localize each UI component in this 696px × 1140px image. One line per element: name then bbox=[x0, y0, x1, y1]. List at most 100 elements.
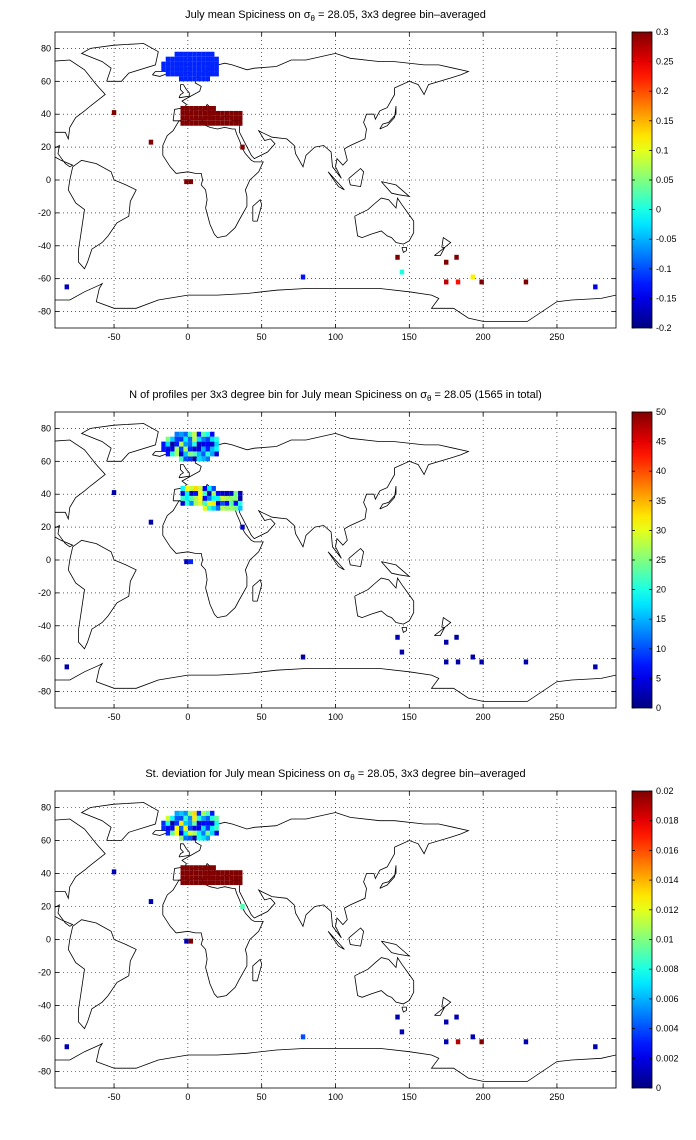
colorbar-tick-label: 0.02 bbox=[656, 786, 674, 796]
bin-cell-nordic-seas bbox=[161, 446, 166, 452]
y-tick-label: 20 bbox=[41, 142, 51, 152]
coastline bbox=[67, 539, 137, 650]
bin-cell-mediterranean bbox=[207, 880, 212, 886]
bin-cell-nordic-seas bbox=[196, 810, 202, 816]
x-tick-label: 100 bbox=[328, 332, 343, 342]
bin-cell bbox=[444, 659, 449, 665]
bin-cell-mediterranean bbox=[233, 110, 239, 116]
bin-cell-nordic-seas bbox=[210, 825, 215, 831]
bin-cell-nordic-seas bbox=[183, 451, 188, 457]
bin-cell-mediterranean bbox=[184, 865, 190, 871]
coastline bbox=[348, 547, 365, 568]
y-tick-label: -60 bbox=[38, 1034, 51, 1044]
bin-cell-mediterranean bbox=[198, 865, 203, 871]
bin-cell-mediterranean bbox=[220, 110, 225, 116]
bin-cell-mediterranean bbox=[229, 110, 234, 116]
bin-cell-mediterranean bbox=[193, 865, 199, 871]
bin-cell bbox=[470, 1034, 476, 1040]
bin-cell bbox=[395, 1014, 400, 1020]
bin-cell-nordic-seas bbox=[210, 815, 215, 821]
title-symbol: σ bbox=[304, 9, 311, 21]
bin-cell-nordic-seas bbox=[179, 456, 184, 462]
bin-cell-nordic-seas bbox=[165, 820, 171, 826]
coastline bbox=[55, 282, 616, 322]
bin-cell bbox=[188, 938, 194, 944]
bin-cell-nordic-seas bbox=[187, 446, 193, 452]
bin-cell-mediterranean bbox=[224, 115, 230, 121]
bin-cell-nordic-seas bbox=[205, 66, 211, 72]
colorbar-tick-label: -0.2 bbox=[656, 323, 672, 333]
bin-cell-nordic-seas bbox=[179, 835, 184, 841]
bin-cell bbox=[593, 1044, 598, 1050]
bin-cell-nordic-seas bbox=[192, 830, 197, 836]
bin-cell-mediterranean bbox=[233, 505, 239, 511]
bin-cell-nordic-seas bbox=[174, 431, 180, 437]
bin-cell-nordic-seas bbox=[201, 61, 206, 67]
y-tick-label: -40 bbox=[38, 1001, 51, 1011]
bin-cell-mediterranean bbox=[215, 490, 221, 496]
bin-cell-mediterranean bbox=[202, 120, 208, 126]
bin-cell bbox=[455, 279, 461, 285]
bin-cell-mediterranean bbox=[233, 490, 239, 496]
bin-cell bbox=[454, 1014, 459, 1020]
bin-cell-mediterranean bbox=[229, 880, 234, 886]
colorbar-tick-label: 25 bbox=[656, 555, 666, 565]
bin-cell-mediterranean bbox=[184, 495, 190, 501]
bin-cell-nordic-seas bbox=[201, 71, 206, 77]
bin-cell-mediterranean bbox=[238, 115, 243, 121]
bin-cell-mediterranean bbox=[198, 875, 203, 881]
bin-cell-mediterranean bbox=[189, 870, 194, 876]
bin-cell-nordic-seas bbox=[183, 56, 188, 62]
bin-cell-nordic-seas bbox=[187, 76, 193, 82]
bin-cell-mediterranean bbox=[211, 495, 216, 501]
bin-cell-nordic-seas bbox=[165, 451, 171, 457]
y-tick-label: 0 bbox=[46, 555, 51, 565]
y-tick-label: -20 bbox=[38, 208, 51, 218]
bin-cell bbox=[300, 1034, 306, 1040]
bin-cell-nordic-seas bbox=[170, 820, 175, 826]
y-tick-label: 80 bbox=[41, 423, 51, 433]
bin-cell-mediterranean bbox=[224, 110, 230, 116]
bin-cell bbox=[148, 139, 154, 145]
chart-title: N of profiles per 3x3 degree bin for Jul… bbox=[129, 389, 542, 403]
bin-cell bbox=[593, 284, 598, 290]
y-tick-label: 80 bbox=[41, 803, 51, 813]
bin-cell-mediterranean bbox=[224, 870, 230, 876]
bin-cell-mediterranean bbox=[180, 865, 185, 871]
bin-cell-nordic-seas bbox=[201, 431, 206, 437]
bin-cell-nordic-seas bbox=[210, 431, 215, 437]
bin-cell-mediterranean bbox=[211, 870, 216, 876]
coastline bbox=[80, 423, 159, 462]
bin-cell-nordic-seas bbox=[196, 51, 202, 57]
bin-cell-mediterranean bbox=[202, 110, 208, 116]
bin-cell-nordic-seas bbox=[183, 436, 188, 442]
y-tick-label: 0 bbox=[46, 935, 51, 945]
coastline bbox=[401, 247, 407, 253]
bin-cell-mediterranean bbox=[193, 486, 199, 491]
bin-cell-nordic-seas bbox=[183, 815, 188, 821]
bin-cell-mediterranean bbox=[202, 495, 208, 501]
coastline bbox=[401, 1006, 407, 1013]
bin-cell bbox=[479, 279, 484, 285]
bin-cell-nordic-seas bbox=[179, 56, 184, 62]
bin-cell bbox=[479, 1039, 484, 1045]
coastline bbox=[401, 627, 407, 633]
bin-cell-mediterranean bbox=[180, 875, 185, 881]
bin-cell-nordic-seas bbox=[201, 446, 206, 452]
bin-cell-mediterranean bbox=[202, 500, 208, 506]
bin-cell-nordic-seas bbox=[170, 446, 175, 452]
bin-cell bbox=[240, 904, 245, 909]
bin-cell-nordic-seas bbox=[210, 830, 215, 836]
bin-cell-nordic-seas bbox=[165, 71, 171, 77]
bin-cell-mediterranean bbox=[202, 490, 208, 496]
bin-cell bbox=[188, 559, 194, 565]
title-text: July mean Spiciness on bbox=[185, 9, 304, 21]
bin-cell-mediterranean bbox=[207, 490, 212, 496]
chart-title: St. deviation for July mean Spiciness on… bbox=[145, 768, 525, 782]
bin-cell-mediterranean bbox=[211, 500, 216, 506]
bin-cell-nordic-seas bbox=[179, 431, 184, 437]
bin-cell-mediterranean bbox=[189, 490, 194, 496]
bin-cell-nordic-seas bbox=[196, 815, 202, 821]
bin-cell-mediterranean bbox=[229, 120, 234, 126]
bin-cell-nordic-seas bbox=[187, 456, 193, 462]
